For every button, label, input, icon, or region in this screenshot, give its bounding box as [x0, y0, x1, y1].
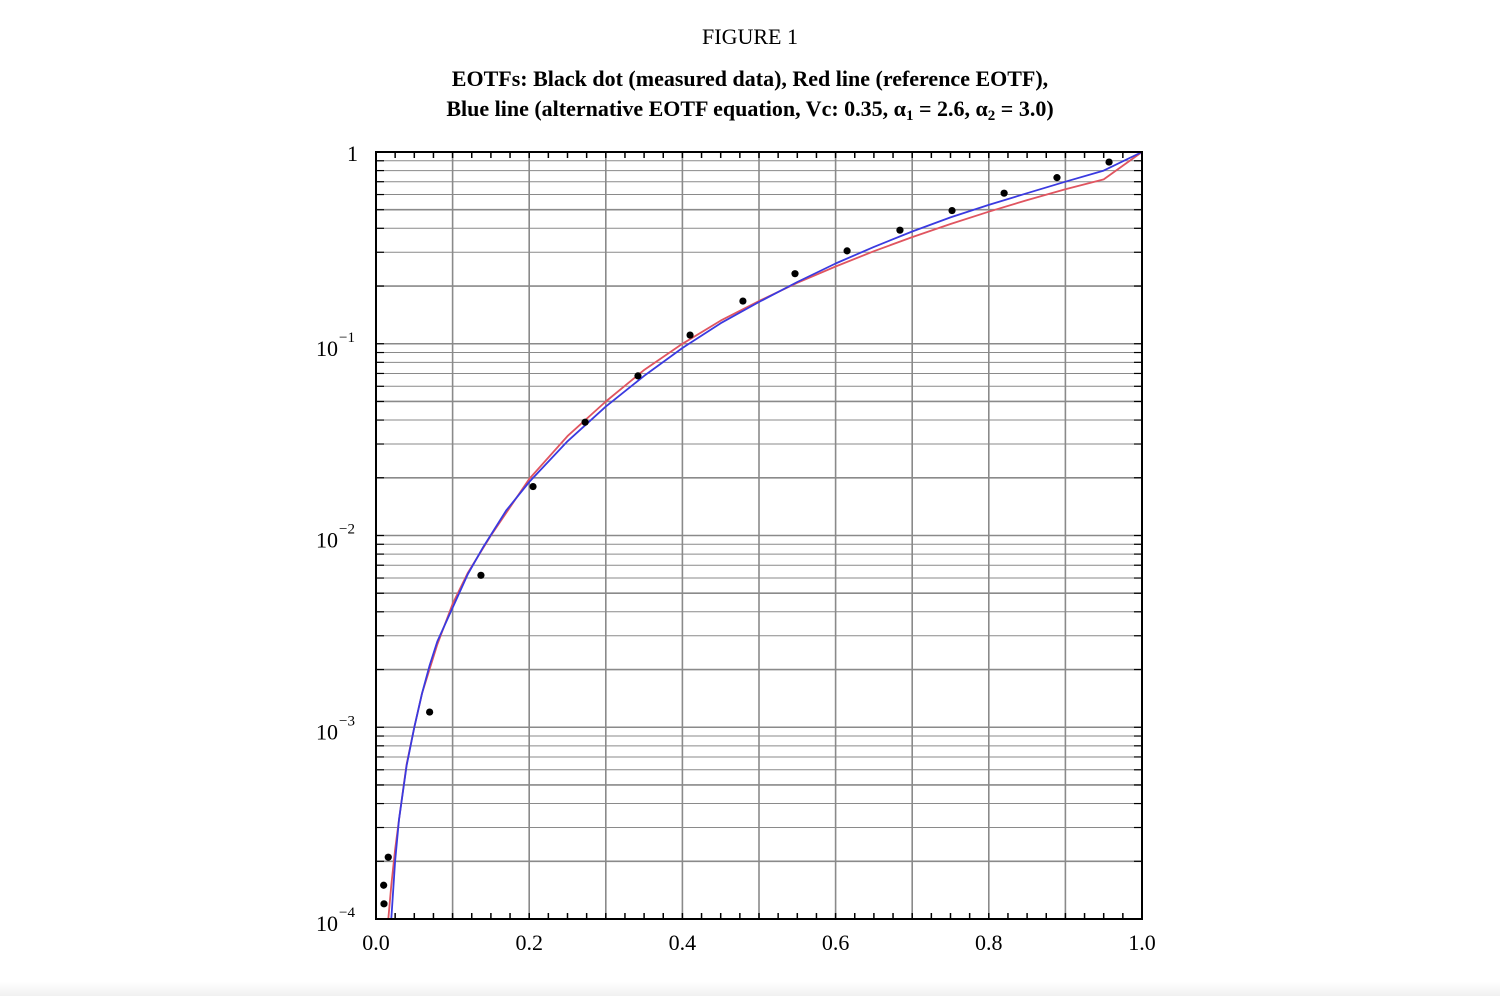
measured-data-point: [384, 853, 392, 861]
y-tick-exponent: −4: [339, 905, 355, 921]
alpha1-subscript: 1: [905, 108, 914, 124]
title-line-1: EOTFs: Black dot (measured data), Red li…: [451, 66, 1049, 91]
alpha1-value: = 2.6,: [913, 96, 976, 121]
measured-data-point: [477, 571, 485, 579]
x-tick-label: 0.4: [669, 930, 697, 955]
measured-data-point: [739, 297, 747, 305]
y-tick-label: 10: [316, 719, 338, 744]
alternative-eotf-line: [390, 151, 1143, 920]
measured-data-point: [686, 331, 694, 339]
y-tick-labels: 10 −410 −310 −210 −11: [316, 141, 358, 936]
measured-data-point: [791, 270, 799, 278]
x-tick-label: 0.6: [822, 930, 850, 955]
measured-data-point: [634, 372, 642, 380]
alpha2-value: = 3.0): [995, 96, 1054, 121]
chart-title: EOTFs: Black dot (measured data), Red li…: [0, 64, 1500, 131]
x-tick-label: 0.8: [975, 930, 1003, 955]
measured-data-point: [1105, 158, 1113, 166]
x-tick-label: 0.0: [362, 930, 390, 955]
measured-data-point: [896, 226, 904, 234]
y-tick-label: 10: [316, 336, 338, 361]
y-tick-label: 10: [316, 528, 338, 553]
y-tick-label: 1: [347, 141, 358, 166]
grid-major: [376, 152, 1142, 920]
measured-data-point: [1053, 174, 1061, 182]
alpha2-symbol: α: [975, 96, 988, 121]
title-line-2: Blue line (alternative EOTF equation, Vc…: [0, 94, 1500, 131]
x-tick-label: 0.2: [515, 930, 543, 955]
measured-data-point: [1000, 189, 1008, 197]
x-tick-label: 1.0: [1128, 930, 1156, 955]
measured-data-point: [380, 900, 388, 908]
y-tick-exponent: −1: [339, 330, 355, 346]
measured-data-point: [426, 708, 434, 716]
alpha2-subscript: 2: [987, 108, 996, 124]
y-tick-exponent: −2: [339, 522, 355, 538]
plot-frame: [375, 151, 1143, 920]
alpha1-symbol: α: [893, 96, 906, 121]
bottom-shade: [0, 982, 1500, 996]
measured-data-point: [948, 206, 956, 215]
measured-data-point: [843, 247, 851, 255]
figure-label: FIGURE 1: [702, 24, 798, 49]
series-layer: [380, 151, 1143, 920]
measured-data-point: [380, 881, 388, 889]
measured-data-point: [581, 418, 589, 426]
y-tick-exponent: −3: [339, 713, 355, 729]
x-tick-labels: 0.0 0.2 0.4 0.6 0.8 1.0: [362, 930, 1156, 955]
y-tick-label: 10: [316, 911, 338, 936]
title-line-2-prefix: Blue line (alternative EOTF equation, Vc…: [446, 96, 894, 121]
measured-data-point: [529, 482, 537, 491]
